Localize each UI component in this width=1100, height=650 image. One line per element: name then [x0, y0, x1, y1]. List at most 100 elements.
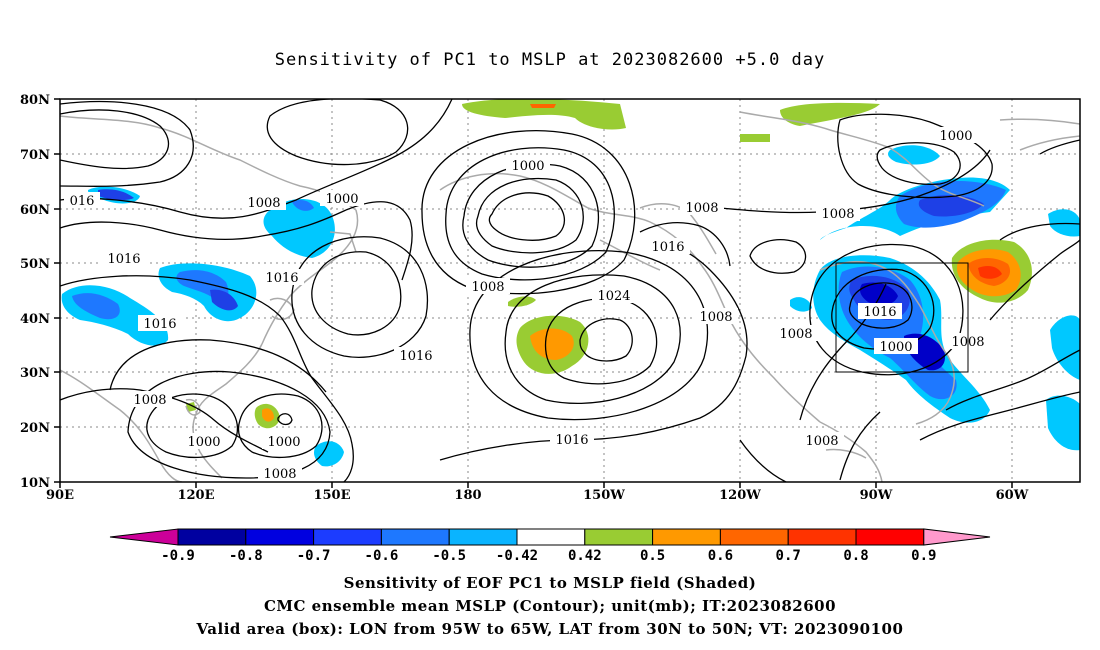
- lon-tick-labels: 90E 120E 150E 180 150W 120W 90W 60W: [46, 488, 1029, 503]
- colorbar-label: 0.9: [911, 548, 936, 564]
- colorbar-label: -0.6: [365, 548, 399, 564]
- shade-patch: [1050, 315, 1080, 380]
- valid-area-box: [835, 262, 969, 373]
- colorbar-segment: [380, 528, 450, 546]
- colorbar-segment: [245, 528, 315, 546]
- shade-patch: [210, 289, 238, 311]
- svg-text:1000: 1000: [325, 192, 358, 207]
- colorbar-segment: [177, 528, 247, 546]
- lat-label: 40N: [20, 312, 50, 327]
- colorbar-segment: [855, 528, 925, 546]
- svg-text:1008: 1008: [685, 201, 718, 216]
- shade-patch: [1046, 395, 1080, 451]
- contour-label: 1000: [182, 433, 226, 450]
- lat-label: 30N: [20, 366, 50, 381]
- contour-label: 1008: [680, 199, 724, 216]
- contour-label: 1016: [102, 250, 146, 267]
- shade-patch: [860, 282, 898, 306]
- contour-label-1016-box: 1016: [858, 303, 902, 320]
- contour-label: 1000: [262, 433, 306, 450]
- contour-label: 1016: [646, 238, 690, 255]
- lon-label: 150E: [313, 488, 350, 503]
- svg-text:1008: 1008: [247, 196, 280, 211]
- colorbar-high-arrow: [923, 528, 991, 546]
- lat-label: 50N: [20, 257, 50, 272]
- contour-label: 1016: [138, 315, 182, 332]
- contour-label: 1000: [874, 338, 918, 355]
- contour-label: 016: [64, 192, 100, 209]
- lon-label: 120W: [719, 488, 761, 503]
- colorbar-label: -0.42: [496, 548, 538, 564]
- svg-text:1016: 1016: [555, 433, 588, 448]
- chart-title: Sensitivity of PC1 to MSLP at 2023082600…: [274, 50, 826, 70]
- shade-patch: [918, 195, 984, 217]
- lat-tick-labels: 80N 70N 60N 50N 40N 30N 20N 10N: [20, 93, 50, 491]
- svg-text:1008: 1008: [699, 310, 732, 325]
- colorbar-label: 0.7: [776, 548, 801, 564]
- contour-label: 1008: [128, 391, 172, 408]
- shade-patch: [262, 408, 274, 422]
- shade-patch: [292, 200, 314, 211]
- colorbar-segment: [584, 528, 654, 546]
- contour-label: 1008: [258, 465, 302, 482]
- contour-label: 1016: [550, 431, 594, 448]
- lat-label: 70N: [20, 148, 50, 163]
- svg-text:1016: 1016: [265, 271, 298, 286]
- colorbar-low-arrow: [109, 528, 179, 546]
- colorbar-label: -0.8: [229, 548, 263, 564]
- svg-text:1008: 1008: [805, 434, 838, 449]
- lat-axis: [54, 98, 60, 483]
- svg-text:1000: 1000: [267, 435, 300, 450]
- svg-text:1000: 1000: [939, 129, 972, 144]
- lon-label: 90E: [46, 488, 74, 503]
- lat-label: 20N: [20, 421, 50, 436]
- contour-label: 1008: [800, 432, 844, 449]
- map-content: 1000 1008 016 1000 1016 1016 1016 1008 1…: [60, 99, 1080, 482]
- svg-text:1008: 1008: [821, 207, 854, 222]
- colorbar-label: 0.42: [568, 548, 602, 564]
- shade-patch: [978, 266, 1002, 279]
- sensitivity-shading: [61, 99, 1080, 467]
- svg-text:1016: 1016: [143, 317, 176, 332]
- shade-patch: [508, 296, 536, 307]
- svg-text:1016: 1016: [863, 305, 896, 320]
- shade-patch: [740, 134, 770, 142]
- lon-axis: [59, 482, 1013, 488]
- colorbar-label: 0.5: [640, 548, 665, 564]
- svg-text:1000: 1000: [879, 340, 912, 355]
- svg-text:1016: 1016: [651, 240, 684, 255]
- colorbar: -0.9 -0.8 -0.7 -0.6 -0.5 -0.42 0.42 0.5 0.6 0.7 0.…: [109, 528, 991, 564]
- shade-patch: [98, 189, 134, 201]
- svg-text:1008: 1008: [779, 327, 812, 342]
- caption-line-2: CMC ensemble mean MSLP (Contour); unit(m…: [263, 597, 837, 615]
- lat-label: 80N: [20, 93, 50, 108]
- caption-line-3: Valid area (box): LON from 95W to 65W, L…: [196, 620, 904, 638]
- shade-patch: [790, 297, 812, 312]
- lon-label: 180: [454, 488, 481, 503]
- contour-label: 1008: [242, 194, 286, 211]
- contour-label: 1008: [694, 308, 738, 325]
- svg-text:1008: 1008: [263, 467, 296, 482]
- contour-label: 1000: [506, 157, 550, 174]
- colorbar-label: 0.8: [843, 548, 868, 564]
- colorbar-segment: [719, 528, 789, 546]
- svg-text:1000: 1000: [511, 159, 544, 174]
- mslp-contours: [60, 99, 1080, 482]
- contour-label: 1024: [592, 287, 636, 304]
- shade-patch: [780, 102, 880, 126]
- svg-text:1024: 1024: [597, 289, 630, 304]
- shade-patch: [530, 104, 556, 108]
- lon-label: 150W: [583, 488, 625, 503]
- lon-label: 120E: [177, 488, 214, 503]
- lon-label: 90W: [860, 488, 893, 503]
- shade-patch: [530, 328, 574, 360]
- colorbar-segment: [448, 528, 518, 546]
- svg-text:1000: 1000: [187, 435, 220, 450]
- contour-label: 1016: [260, 269, 304, 286]
- contour-label: 1000: [320, 190, 364, 207]
- contour-label: 1008: [466, 278, 510, 295]
- contour-label: 1000: [934, 127, 978, 144]
- svg-text:1016: 1016: [399, 349, 432, 364]
- colorbar-segment: [313, 528, 382, 546]
